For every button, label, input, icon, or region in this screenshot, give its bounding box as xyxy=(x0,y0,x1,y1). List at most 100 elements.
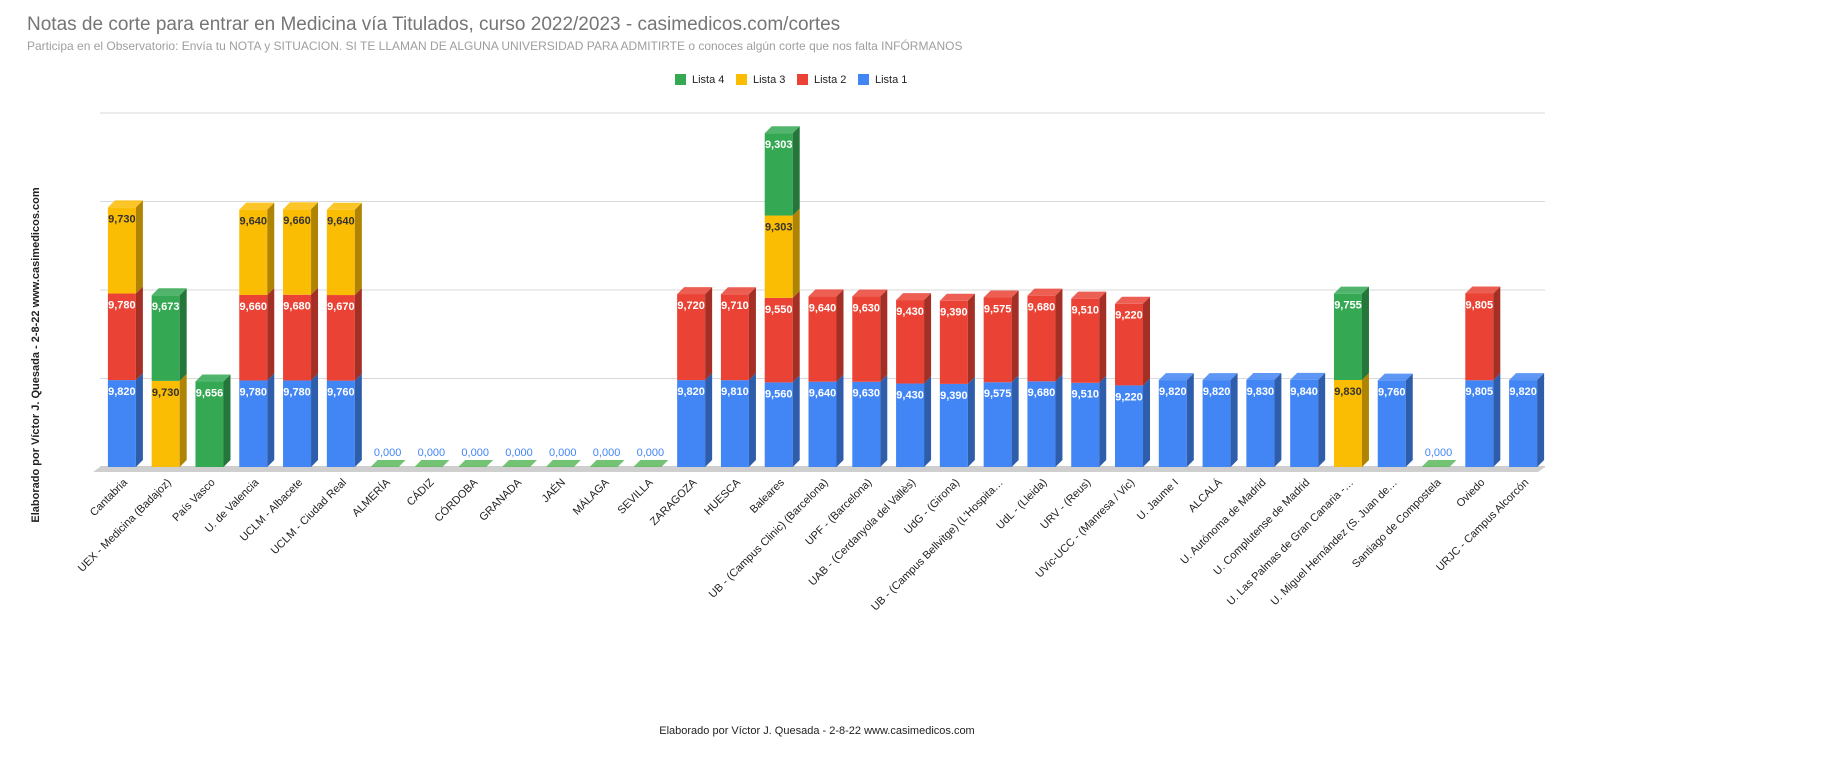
x-tick-label: GRANADA xyxy=(477,476,524,523)
legend-swatch xyxy=(797,74,808,85)
bar-side xyxy=(1537,373,1545,467)
bar-side xyxy=(267,287,275,381)
bar-segment xyxy=(808,296,837,382)
data-label: 0,000 xyxy=(1425,447,1453,459)
x-tick-label: CÓRDOBA xyxy=(432,476,481,525)
bar-segment xyxy=(1071,382,1100,467)
x-tick-label: Baleares xyxy=(748,476,788,516)
x-tick-label: País Vasco xyxy=(170,477,217,524)
bar-top xyxy=(983,290,1019,298)
x-tick-label: MÁLAGA xyxy=(570,476,612,518)
bar-top xyxy=(1465,286,1501,294)
bar-segment xyxy=(1027,295,1056,382)
bar-segment xyxy=(939,300,968,384)
bar-top xyxy=(151,288,187,296)
bar-segment xyxy=(983,382,1012,467)
bar-side xyxy=(311,202,319,295)
bar-segment xyxy=(1333,293,1362,381)
bar-side xyxy=(1318,372,1326,467)
bar-top xyxy=(1290,372,1326,380)
bar-top xyxy=(589,460,625,467)
bar-side xyxy=(967,293,975,384)
x-tick-label: Oviedo xyxy=(1454,477,1487,510)
x-tick-label: UCLM - Ciudad Real xyxy=(269,477,349,557)
data-label: 9,760 xyxy=(1378,387,1406,399)
bar-top xyxy=(501,460,537,467)
data-label: 0,000 xyxy=(549,447,577,459)
bar-segment xyxy=(1290,379,1319,467)
bar-segment xyxy=(677,380,706,467)
bar-top xyxy=(939,293,975,301)
bar-top xyxy=(808,289,844,297)
bar-side xyxy=(223,374,231,467)
bar-side xyxy=(179,288,187,381)
bar-segment xyxy=(677,294,706,381)
bar-side xyxy=(705,287,713,381)
bar-top xyxy=(1071,291,1107,299)
bar-segment xyxy=(896,300,925,384)
data-label: 9,640 xyxy=(809,302,837,314)
bar-segment xyxy=(1465,380,1494,467)
data-label: 9,656 xyxy=(196,387,224,399)
bar-side xyxy=(1361,373,1369,467)
legend-swatch xyxy=(736,74,747,85)
bar-top xyxy=(107,200,143,208)
data-label: 9,510 xyxy=(1071,305,1099,317)
bar-side xyxy=(924,293,932,384)
data-label: 9,670 xyxy=(327,301,355,313)
bar-side xyxy=(924,376,932,467)
bar-top xyxy=(764,126,800,134)
bar-segment xyxy=(1027,381,1056,467)
bar-top xyxy=(633,460,669,467)
legend-label: Lista 3 xyxy=(753,74,785,86)
bar-top xyxy=(545,460,581,467)
data-label: 0,000 xyxy=(418,447,446,459)
bar-side xyxy=(1099,291,1107,383)
bar-side xyxy=(967,376,975,467)
data-label: 0,000 xyxy=(461,447,489,459)
bar-segment xyxy=(1377,380,1406,467)
bar-side xyxy=(1011,375,1019,467)
bar-side xyxy=(267,373,275,467)
x-tick-label: URJC - Campus Alcorcón xyxy=(1434,477,1531,574)
bar-top xyxy=(1509,373,1545,381)
bar-side xyxy=(1143,378,1151,467)
data-label: 9,810 xyxy=(721,386,749,398)
bar-side xyxy=(354,202,362,296)
bar-segment xyxy=(1115,385,1144,467)
x-tick-label: Santiago de Compostela xyxy=(1350,476,1444,570)
data-label: 9,510 xyxy=(1071,389,1099,401)
bar-side xyxy=(1361,286,1369,381)
data-label: 9,430 xyxy=(896,306,924,318)
bar-segment xyxy=(1158,380,1187,467)
bar-top xyxy=(1246,373,1282,381)
bar-side xyxy=(748,373,756,467)
bar-side xyxy=(836,289,844,382)
data-label: 9,820 xyxy=(1159,386,1187,398)
bar-top xyxy=(720,287,756,295)
floor xyxy=(93,467,1545,472)
data-label: 9,820 xyxy=(1203,386,1231,398)
bar-segment xyxy=(939,383,968,467)
data-label: 9,640 xyxy=(327,216,355,228)
bar-segment xyxy=(1071,298,1100,383)
bar-top xyxy=(239,202,275,210)
x-tick-label: HUESCA xyxy=(702,476,743,517)
data-label: 9,390 xyxy=(940,390,968,402)
legend-label: Lista 2 xyxy=(814,74,846,86)
bar-segment xyxy=(151,295,180,381)
bar-side xyxy=(792,126,800,216)
bar-segment xyxy=(896,383,925,467)
data-label: 9,303 xyxy=(765,221,793,233)
bar-side xyxy=(748,287,756,381)
bar-top xyxy=(195,374,231,382)
bar-segment xyxy=(326,295,355,381)
bar-side xyxy=(135,286,143,381)
data-label: 9,780 xyxy=(239,386,267,398)
bar-segment xyxy=(239,209,268,295)
bar-top xyxy=(1421,460,1457,467)
bar-side xyxy=(1143,296,1151,386)
bar-segment xyxy=(107,293,136,381)
bar-top xyxy=(1333,286,1369,294)
x-tick-label: JAÉN xyxy=(539,476,568,505)
